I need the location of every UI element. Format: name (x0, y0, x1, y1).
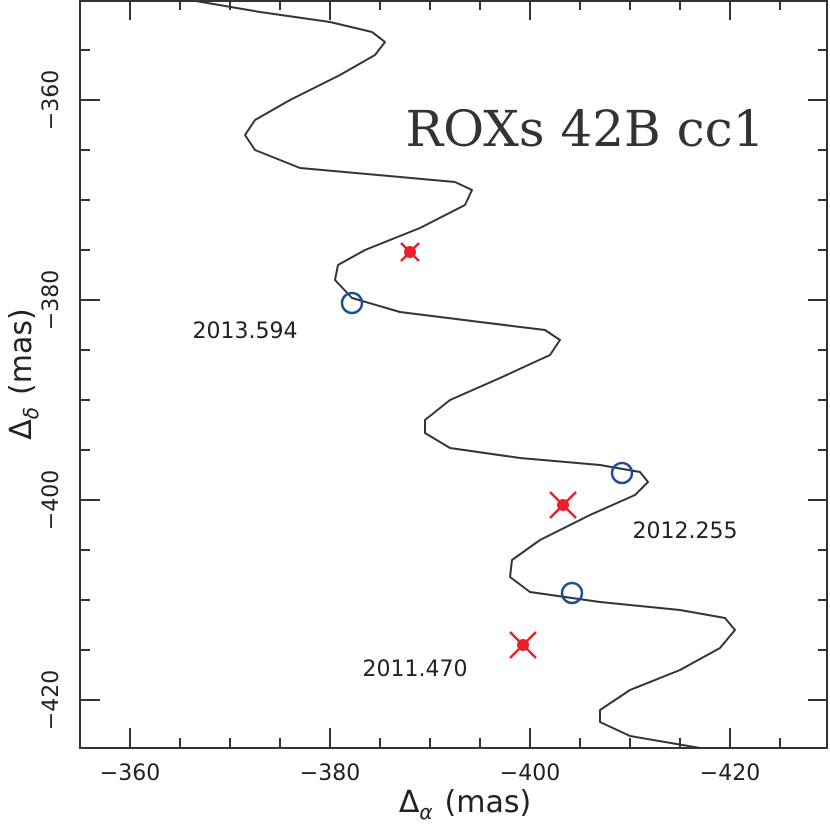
y-label-unit: (mas) (4, 308, 39, 395)
chart-title: ROXs 42B cc1 (406, 100, 765, 158)
plot-area (189, 0, 736, 748)
x-tick-label: −400 (500, 761, 560, 786)
x-label-symbol: Δ (399, 785, 420, 820)
epoch-label: 2013.594 (193, 319, 298, 344)
y-axis-label: Δδ (mas) (4, 308, 43, 439)
y-tick-label: −420 (39, 670, 64, 730)
measured-point (549, 491, 577, 519)
predicted-point (560, 581, 584, 605)
measured-point (400, 242, 420, 262)
x-tick-label: −380 (300, 761, 360, 786)
x-tick-label: −420 (700, 761, 760, 786)
measured-dot (557, 499, 569, 511)
y-tick-label: −400 (39, 470, 64, 530)
predicted-point (610, 461, 634, 485)
epoch-label: 2012.255 (633, 519, 738, 544)
track-line (189, 0, 736, 748)
y-tick-label: −360 (39, 70, 64, 130)
y-tick-label: −380 (39, 270, 64, 330)
y-label-subscript: δ (19, 407, 43, 419)
epoch-label: 2011.470 (363, 657, 468, 682)
y-label-symbol: Δ (4, 419, 39, 440)
measured-dot (517, 639, 529, 651)
measured-point (509, 631, 537, 659)
plot-frame (79, 0, 828, 749)
x-tick-label: −360 (100, 761, 160, 786)
measured-dot (404, 246, 416, 258)
x-axis-label: Δα (mas) (399, 785, 531, 824)
predicted-point (340, 291, 364, 315)
x-label-unit: (mas) (445, 785, 532, 820)
x-label-subscript: α (419, 800, 432, 824)
